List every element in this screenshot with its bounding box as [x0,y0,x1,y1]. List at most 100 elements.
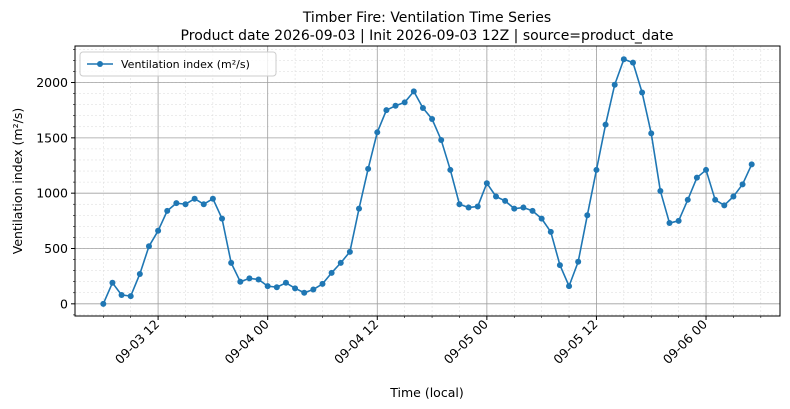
data-point [255,276,262,283]
data-point [219,215,226,222]
data-point [319,280,326,287]
data-point [566,283,573,290]
data-point [273,284,280,291]
data-point [173,200,180,207]
data-point [538,215,545,222]
data-point [301,289,308,296]
y-axis-ticks: 0 500 1000 1500 2000 [36,49,75,316]
x-tick-label: 09-05 00 [441,316,491,366]
legend-label: Ventilation index (m²/s) [121,58,250,71]
data-point [356,205,363,212]
x-tick-label: 09-03 12 [112,317,162,367]
chart-title: Timber Fire: Ventilation Time Series [302,10,551,26]
data-point [547,228,554,235]
data-point [182,201,189,208]
data-point [282,279,289,286]
y-tick-label: 0 [60,296,68,311]
chart-subtitle: Product date 2026-09-03 | Init 2026-09-0… [181,28,674,44]
data-point [337,259,344,266]
data-point [118,291,125,298]
x-tick-label: 09-04 12 [331,317,381,367]
data-point [136,270,143,277]
data-point [739,181,746,188]
data-point [593,166,600,173]
data-point [429,116,436,123]
data-point [145,243,152,250]
data-point [401,99,408,106]
legend-marker-swatch [97,61,103,67]
data-point [492,193,499,200]
data-point [693,174,700,181]
data-point [602,121,609,128]
data-point [346,248,353,255]
data-point [292,285,299,292]
data-point [629,59,636,66]
data-point [529,207,536,214]
data-point [310,286,317,293]
data-point [703,166,710,173]
data-point [502,197,509,204]
data-point [721,202,728,209]
data-point [474,203,481,210]
data-point [584,212,591,219]
data-point [748,161,755,168]
data-point [419,104,426,111]
data-point [648,130,655,137]
data-point [730,193,737,200]
data-point [666,220,673,227]
data-point [465,204,472,211]
data-point [556,262,563,269]
data-point [191,195,198,202]
data-point [109,279,116,286]
y-tick-label: 500 [44,241,68,256]
data-point [675,217,682,224]
data-point [456,201,463,208]
x-tick-label: 09-04 00 [221,316,271,366]
data-point [483,180,490,187]
y-axis-label: Ventilation index (m²/s) [10,108,25,254]
data-point [100,300,107,307]
y-tick-label: 1500 [36,130,68,145]
data-point [684,196,691,203]
x-tick-label: 09-06 00 [660,316,710,366]
data-point [246,275,253,282]
data-point [511,205,518,212]
minor-grid [75,46,780,316]
data-point [657,187,664,194]
series-layer [100,56,755,307]
data-point [237,278,244,285]
data-point [365,165,372,172]
data-point [328,269,335,276]
data-point [164,207,171,214]
data-point [611,81,618,88]
x-axis-ticks: 09-03 12 09-04 00 09-04 12 09-05 00 09-05 12… [103,316,762,367]
data-point [438,137,445,144]
data-point [712,196,719,203]
data-point [575,258,582,265]
y-tick-label: 2000 [36,75,68,90]
data-point [200,201,207,208]
data-point [383,107,390,114]
legend: Ventilation index (m²/s) [79,51,277,77]
data-point [520,204,527,211]
x-tick-label: 09-05 12 [550,317,600,367]
data-point [228,259,235,266]
data-point [392,102,399,109]
data-point [209,195,216,202]
data-point [264,283,271,290]
data-point [374,129,381,136]
data-point [410,88,417,95]
data-point [639,89,646,96]
major-grid [75,46,780,316]
data-point [620,56,627,63]
legend-box [79,51,277,77]
x-axis-label: Time (local) [389,385,463,400]
series-line [102,58,753,305]
data-point [447,166,454,173]
y-tick-label: 1000 [36,186,68,201]
plot-frame [74,45,781,317]
data-point [127,293,134,300]
data-point [155,227,162,234]
